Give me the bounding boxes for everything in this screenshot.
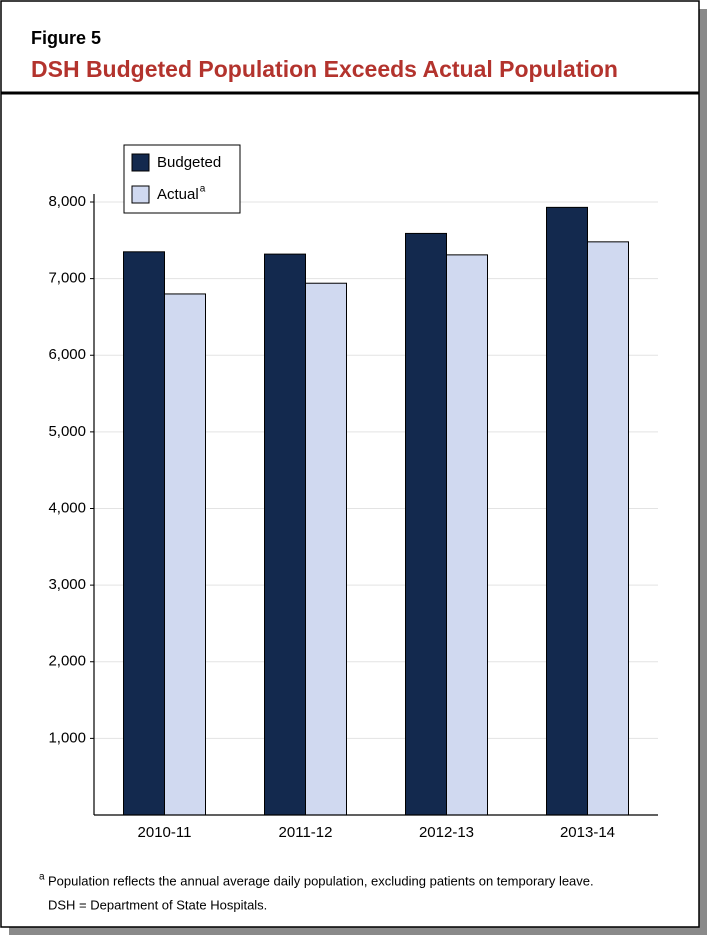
legend-swatch (131, 185, 150, 204)
footnote-text: Population reflects the annual average d… (48, 873, 594, 888)
footnote-marker: a (39, 872, 45, 883)
x-tick-label: 2012-13 (419, 824, 474, 841)
x-tick-label: 2013-14 (560, 824, 615, 841)
x-tick-label: 2011-12 (279, 824, 333, 841)
bar (123, 251, 165, 816)
chart-title: DSH Budgeted Population Exceeds Actual P… (31, 56, 618, 82)
bar (587, 241, 629, 816)
y-tick-label: 2,000 (48, 653, 86, 670)
y-tick-label: 3,000 (48, 576, 86, 593)
legend-label: Actual (157, 186, 199, 203)
bar (264, 253, 306, 816)
bar (305, 282, 347, 816)
figure-label: Figure 5 (31, 28, 101, 48)
bar (446, 254, 488, 816)
y-tick-label: 8,000 (48, 193, 86, 210)
legend-swatch (131, 153, 150, 172)
bar (405, 232, 447, 816)
note: DSH = Department of State Hospitals. (48, 897, 267, 912)
y-tick-label: 7,000 (48, 270, 86, 287)
y-tick-label: 1,000 (48, 729, 86, 746)
y-tick-label: 4,000 (48, 499, 86, 516)
bar (164, 293, 206, 816)
bar (546, 206, 588, 816)
legend-footnote-marker: a (200, 184, 206, 195)
y-tick-label: 5,000 (48, 423, 86, 440)
x-tick-label: 2010-11 (138, 824, 192, 841)
legend-label: Budgeted (157, 154, 221, 171)
y-tick-label: 6,000 (48, 346, 86, 363)
